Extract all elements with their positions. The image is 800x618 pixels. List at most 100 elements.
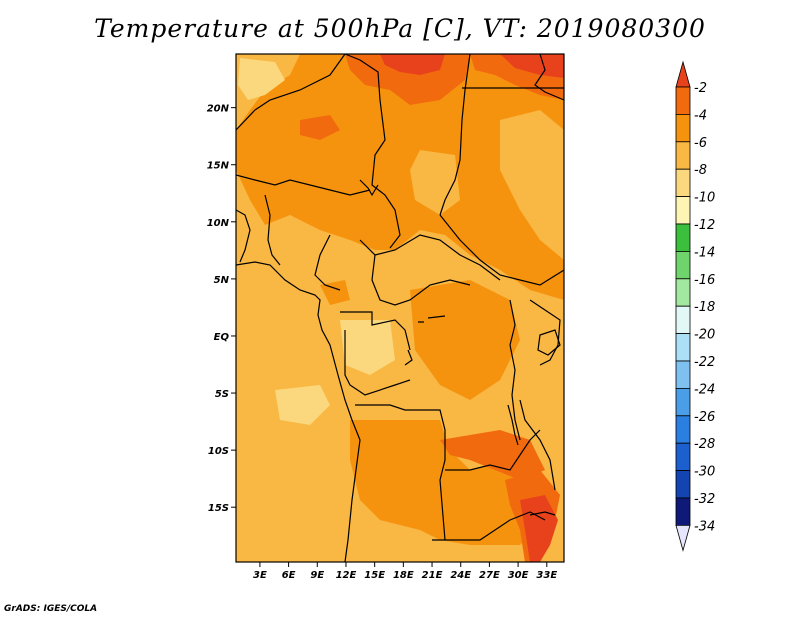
field-north-6to-4 [236,54,564,300]
colorbar-label: -10 [694,191,715,206]
y-axis-ticks: 20N 15N 10N 5N EQ 5S 10S 15S [207,104,236,514]
x-tick-label: 18E [393,570,414,581]
temperature-field [236,54,564,562]
border-namibia-botswana [432,511,546,541]
coastline-red-sea [534,54,564,101]
colorbar-segment [675,305,691,335]
footer-credit: GrADS: IGES/COLA [4,604,98,614]
colorbar-label: -28 [694,437,715,452]
border-tanzania-malawi [519,399,556,491]
lake-chad [359,179,379,197]
boundaries [236,54,564,562]
field-angola-6to-4 [350,420,545,545]
colorbar-segment [675,333,691,362]
field-zambia-4to-2 [440,430,545,480]
border-nigeria-cameroon [314,234,341,291]
coastline-west [236,261,361,562]
field-northwest-10to-8 [238,58,285,100]
colorbar-label: -32 [694,492,715,507]
colorbar-label: -20 [694,328,715,343]
field-congo-6to-4 [410,280,520,400]
colorbar-label: -24 [694,382,715,397]
colorbar-label: -34 [694,519,715,534]
lake-victoria [537,329,561,356]
colorbar-label: -26 [694,410,715,425]
x-tick-label: 24E [450,570,471,581]
border-niger-nigeria [236,174,371,196]
border-uganda-kenya [529,299,561,366]
colorbar-label: -22 [694,355,715,370]
x-tick-label: 12E [336,570,357,581]
colorbar-segment [675,442,691,472]
over-arrow-icon [675,60,691,88]
border-angola-drc [355,404,446,541]
y-tick-label: 15S [208,503,229,514]
x-tick-label: 30E [508,570,529,581]
colorbar-label: -30 [694,465,715,480]
under-arrow-icon [675,525,691,552]
field-north-above-2 [380,54,445,75]
border-drc-east [509,299,521,441]
border-car-north [374,234,501,281]
border-libya-chad [344,54,401,249]
y-tick-label: 5S [215,389,229,400]
colorbar-label: -16 [694,273,715,288]
border-gabon-congo [344,330,411,396]
x-tick-label: 21E [422,570,443,581]
y-tick-label: 10S [208,446,229,457]
colorbar-segment [675,114,691,143]
field-gabon-10to-8 [340,320,395,375]
colorbar-segment [675,196,691,225]
colorbar-segment [675,415,691,444]
y-tick-label: 20N [207,104,230,115]
border-benin [264,194,281,266]
field-gulf-8to-6 [236,290,310,370]
border-zambia [445,429,541,471]
x-tick-label: 15E [364,570,385,581]
colorbar-segment [675,278,691,307]
field-atlantic-10to-8 [275,385,330,425]
border-algeria-niger [236,54,346,131]
y-tick-label: 15N [207,161,230,172]
x-tick-label: 27E [479,570,500,581]
border-sudan-south [439,214,564,286]
x-axis-ticks: 3E 6E 9E 12E 15E 18E 21E 24E 27E 30E 33E [253,562,557,581]
field-east-8to-6 [500,110,564,260]
map-title: Temperature at 500hPa [C], VT: 201908030… [94,14,706,43]
border-car-south [359,239,471,306]
plot-frame [235,53,565,563]
colorbar-segment [675,86,691,115]
colorbar-segment [675,470,691,499]
colorbar-label: -4 [694,108,707,123]
lake-tanganyika [507,404,519,446]
colorbar-segment [675,223,691,252]
colorbar-segment [675,141,691,170]
colorbar-segment [675,168,691,197]
colorbar-label: -18 [694,300,715,315]
border-congo [340,311,411,351]
colorbar-segment [675,387,691,417]
y-tick-label: 5N [214,275,230,286]
field-central-north-8to-6 [410,150,460,215]
colorbar-segment [675,250,691,280]
colorbar-segment [675,360,691,389]
field-patch-west [300,115,340,140]
border-egypt-sudan [439,54,471,216]
colorbar-label: -8 [694,163,707,178]
y-tick-label: 10N [207,218,230,229]
x-tick-label: 6E [282,570,296,581]
river-fragment-2 [418,315,446,323]
lake-kariba [529,511,556,516]
y-tick-label: EQ [214,332,230,343]
x-tick-label: 33E [536,570,557,581]
colorbar-label: -12 [694,218,715,233]
river-fragment [404,349,413,366]
colorbar-label: -14 [694,245,715,260]
x-tick-label: 3E [253,570,267,581]
colorbar: -2 -4 -6 -8 -10 -12 -14 -16 -18 -20 -22 -24 -26 -28 -3… [675,60,715,552]
field-northeast-above-2 [500,54,564,78]
colorbar-label: -6 [694,136,707,151]
colorbar-label: -2 [694,81,707,96]
x-tick-label: 9E [310,570,324,581]
